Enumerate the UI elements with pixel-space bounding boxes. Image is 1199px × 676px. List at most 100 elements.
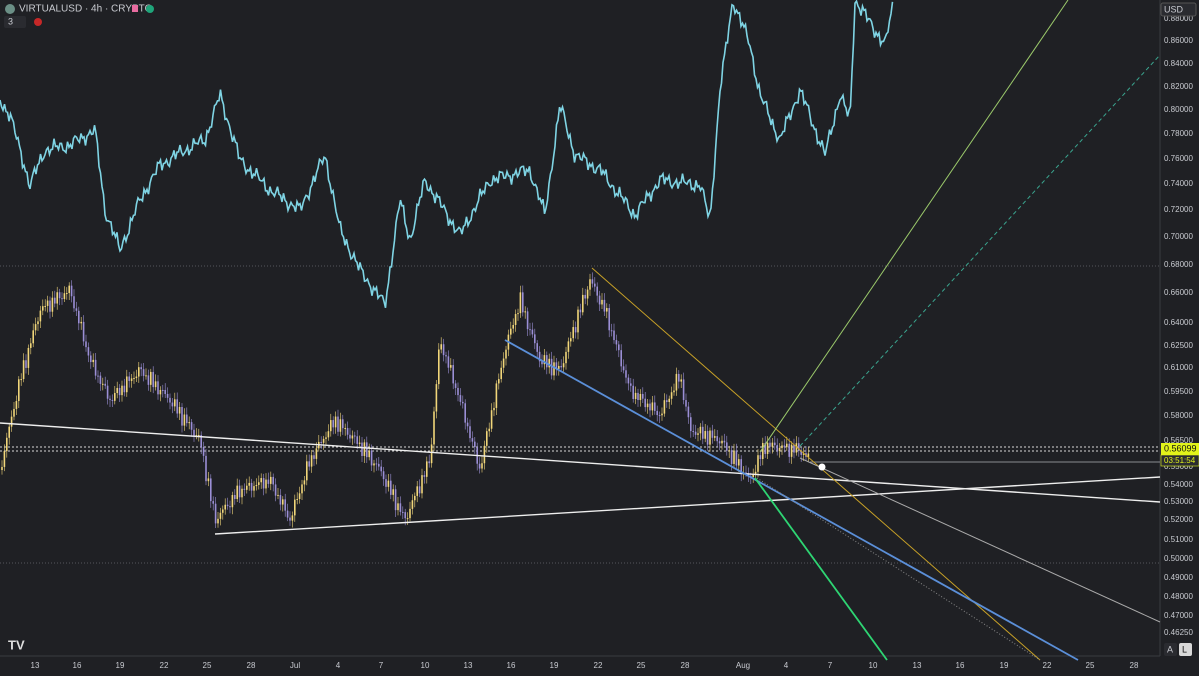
candle-body	[330, 420, 332, 432]
candle-body	[6, 437, 8, 452]
candle-body	[51, 297, 54, 312]
candle-body	[210, 478, 212, 502]
trendline	[504, 339, 1079, 661]
log-button[interactable]	[1179, 643, 1192, 656]
price-label: 0.48000	[1164, 592, 1193, 601]
candle-body	[325, 437, 327, 439]
candle-body	[661, 413, 663, 416]
candle-body	[306, 461, 308, 481]
candle-body	[73, 296, 75, 309]
candle-body	[754, 471, 757, 475]
candle-body	[370, 450, 373, 466]
candle-body	[99, 375, 102, 384]
candle-body	[246, 485, 248, 490]
candle-body	[135, 376, 138, 379]
candle-body	[202, 447, 205, 456]
candle-body	[382, 471, 385, 480]
candle-body	[526, 311, 529, 330]
candle-body	[229, 506, 231, 508]
candle-body	[298, 493, 301, 499]
time-label: 25	[1086, 661, 1095, 670]
candle-body	[786, 443, 788, 448]
candle-body	[262, 478, 265, 489]
candle-body	[454, 383, 457, 388]
candle-body	[634, 392, 637, 399]
auto-button[interactable]	[1164, 643, 1177, 656]
currency-select[interactable]	[1160, 2, 1197, 17]
candle-body	[481, 463, 483, 469]
candle-body	[195, 435, 198, 437]
candle-body	[428, 461, 430, 464]
candle-body	[20, 379, 22, 381]
price-label: 0.59500	[1164, 387, 1193, 396]
candle-body	[402, 511, 404, 513]
candle-body	[231, 495, 234, 508]
candle-body	[704, 431, 706, 439]
candle-body	[440, 344, 442, 350]
candle-body	[649, 403, 651, 411]
candle-body	[574, 327, 577, 333]
candle-body	[615, 340, 618, 345]
candle-body	[430, 444, 433, 464]
candle-body	[162, 389, 164, 391]
candle-body	[13, 408, 15, 417]
candle-body	[255, 484, 258, 487]
candle-body	[740, 459, 742, 475]
candle-body	[315, 448, 318, 459]
auto-label: A	[1167, 644, 1173, 654]
candle-body	[279, 494, 282, 505]
candle-body	[577, 309, 579, 333]
trendline	[214, 476, 1161, 535]
candle-body	[61, 298, 63, 300]
candle-body	[200, 434, 202, 448]
candle-body	[327, 431, 330, 438]
candle-body	[757, 455, 759, 472]
candle-body	[222, 509, 224, 513]
log-label: L	[1182, 644, 1187, 654]
candle-body	[680, 379, 682, 382]
candle-body	[358, 442, 361, 444]
candle-body	[145, 375, 147, 377]
candle-body	[356, 436, 358, 444]
candle-body	[572, 327, 574, 339]
candle-body	[488, 428, 490, 432]
candle-body	[308, 461, 310, 467]
time-label: 4	[336, 661, 341, 670]
candle-body	[548, 358, 550, 368]
candle-body	[733, 450, 735, 464]
candle-body	[366, 442, 368, 458]
candle-body	[277, 494, 279, 496]
price-label: 0.80000	[1164, 105, 1193, 114]
candle-body	[625, 370, 627, 378]
candle-body	[284, 499, 286, 511]
candle-body	[469, 426, 471, 439]
candle-body	[3, 451, 6, 467]
candle-body	[92, 359, 94, 363]
candle-body	[399, 503, 402, 512]
candle-body	[171, 402, 174, 407]
candle-body	[478, 463, 481, 469]
candle-body	[591, 279, 594, 284]
indicator-toggle[interactable]	[4, 16, 26, 28]
price-label: 0.88000	[1164, 14, 1193, 23]
candle-body	[579, 309, 582, 313]
trendline	[754, 477, 888, 661]
candle-body	[512, 324, 514, 329]
candle-body	[320, 441, 322, 443]
candle-body	[697, 433, 699, 435]
candle-body	[495, 383, 498, 408]
candle-body	[637, 392, 639, 401]
candle-body	[94, 359, 97, 376]
candle-body	[517, 313, 519, 315]
candle-body	[241, 488, 243, 498]
candle-body	[409, 508, 411, 519]
candle-body	[716, 436, 718, 442]
candle-body	[224, 504, 226, 510]
candle-body	[627, 377, 630, 384]
candle-body	[646, 403, 649, 408]
candle-body	[44, 305, 46, 307]
price-label: 0.51000	[1164, 535, 1193, 544]
time-label: 10	[421, 661, 430, 670]
candle-body	[54, 297, 56, 304]
price-label: 0.72000	[1164, 205, 1193, 214]
